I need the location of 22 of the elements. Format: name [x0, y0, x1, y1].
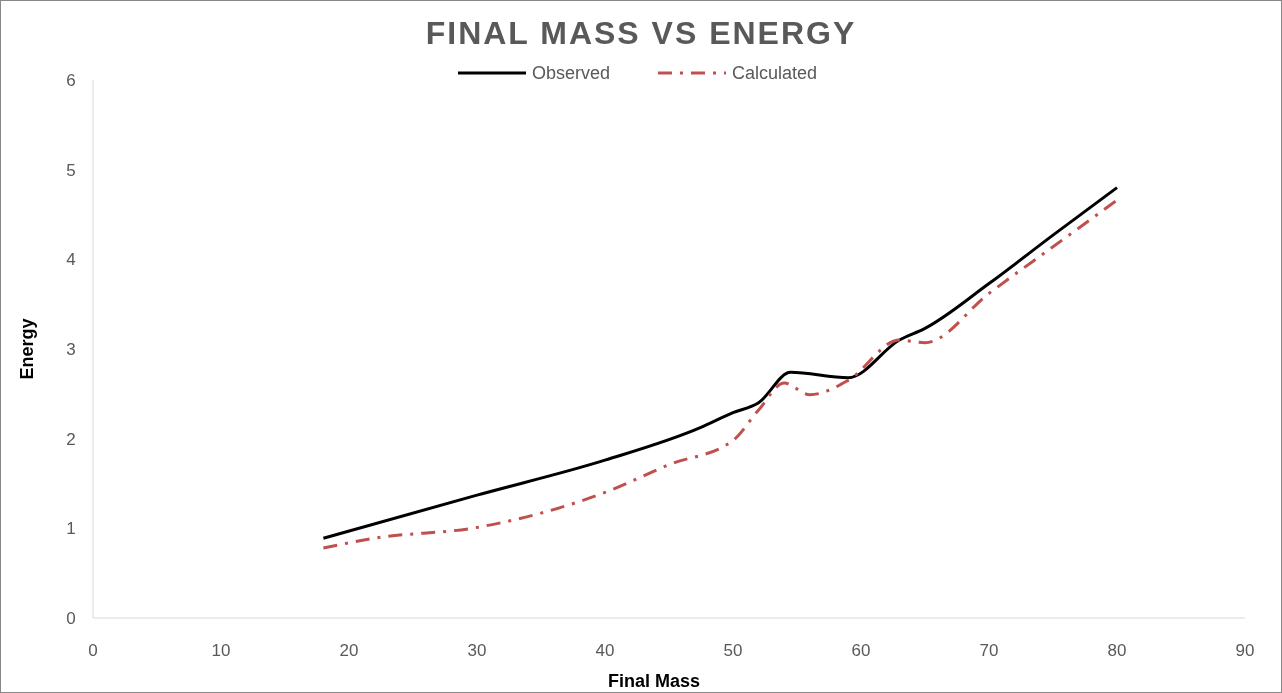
chart-title: FINAL MASS VS ENERGY: [425, 15, 857, 51]
x-tick-label: 70: [979, 641, 999, 660]
y-tick-label: 5: [66, 160, 76, 180]
x-tick-label: 0: [88, 641, 98, 660]
y-tick-label: 1: [66, 519, 76, 539]
x-tick-label: 50: [723, 641, 743, 660]
x-axis-title: Final Mass: [607, 671, 701, 691]
x-tick-label: 20: [339, 641, 359, 660]
y-tick-label: 0: [66, 608, 76, 628]
x-tick-label: 10: [211, 641, 231, 660]
legend-label: Calculated: [732, 63, 818, 84]
y-axis-title: Energy: [17, 318, 37, 380]
x-tick-label: 90: [1235, 641, 1255, 660]
y-tick-label: 3: [66, 339, 76, 359]
x-tick-label: 80: [1107, 641, 1127, 660]
x-tick-label: 40: [595, 641, 615, 660]
y-tick-label: 6: [66, 70, 76, 90]
y-tick-label: 2: [66, 429, 76, 449]
x-tick-label: 30: [467, 641, 487, 660]
legend-label: Observed: [532, 63, 611, 84]
y-tick-label: 4: [66, 250, 76, 270]
x-tick-label: 60: [851, 641, 871, 660]
